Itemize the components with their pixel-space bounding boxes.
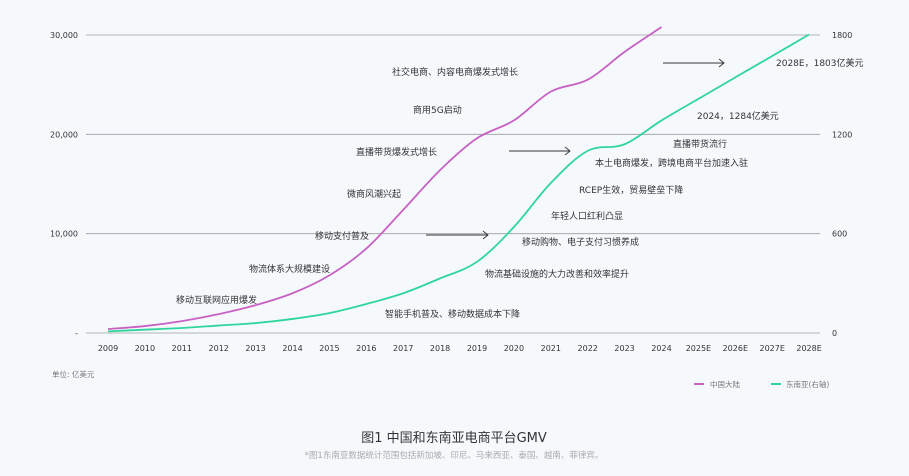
left-tick-label: 30,000	[50, 31, 78, 40]
arrows	[426, 58, 725, 240]
right-tick-label: 1800	[832, 31, 852, 40]
legend: 中国大陆 东南亚(右轴)	[694, 379, 829, 389]
annotation: 本土电商爆发，跨境电商平台加速入驻	[595, 157, 748, 169]
annotation: 物流基础设施的大力改善和效率提升	[485, 268, 629, 280]
x-axis-ticks: 2009 2010 2011 2012 2013 2014 2015 2016 2017 2018…	[98, 344, 822, 353]
annotation: 商用5G启动	[413, 104, 462, 116]
annotation: RCEP生效，贸易壁垒下降	[579, 184, 683, 196]
legend-label-china: 中国大陆	[710, 379, 740, 389]
annotation: 移动互联网应用爆发	[176, 294, 257, 306]
x-tick-label: 2014	[282, 344, 302, 353]
annotation: 物流体系大规模建设	[249, 263, 330, 275]
left-axis-ticks: - 10,000 20,000 30,000	[50, 31, 78, 338]
annotations: 社交电商、内容电商爆发式增长 商用5G启动 直播带货爆发式增长 微商风潮兴起 移…	[176, 57, 864, 320]
x-tick-label: 2018	[430, 344, 450, 353]
series-line-china	[107, 26, 663, 330]
right-tick-label: 0	[832, 329, 837, 338]
x-tick-label: 2027E	[759, 344, 784, 353]
annotation: 移动购物、电子支付习惯养成	[522, 236, 639, 248]
annotation: 2024，1284亿美元	[697, 110, 779, 122]
left-tick-label: 20,000	[50, 130, 78, 139]
arrow-icon	[426, 230, 489, 240]
annotation: 移动支付普及	[315, 230, 369, 242]
arrow-icon	[663, 58, 725, 68]
x-tick-label: 2025E	[686, 344, 711, 353]
x-tick-label: 2021	[541, 344, 561, 353]
legend-label-sea: 东南亚(右轴)	[786, 379, 829, 389]
annotation: 2028E，1803亿美元	[776, 57, 864, 69]
x-tick-label: 2028E	[796, 344, 821, 353]
left-tick-label: -	[75, 329, 78, 338]
left-tick-label: 10,000	[50, 230, 78, 239]
series-line-sea	[107, 33, 810, 333]
x-tick-label: 2020	[504, 344, 524, 353]
x-tick-label: 2010	[135, 344, 155, 353]
annotation: 年轻人口红利凸显	[551, 210, 623, 222]
annotation: 直播带货爆发式增长	[356, 146, 437, 158]
x-tick-label: 2013	[245, 344, 265, 353]
chart-note: *图1东南亚数据统计范围包括新加坡、印尼、马来西亚、泰国、越南、菲律宾。	[305, 450, 604, 461]
annotation: 智能手机普及、移动数据成本下降	[385, 308, 520, 320]
x-tick-label: 2023	[614, 344, 634, 353]
series-lines	[107, 26, 810, 333]
annotation: 社交电商、内容电商爆发式增长	[392, 66, 518, 78]
arrow-icon	[509, 146, 571, 156]
x-tick-label: 2022	[578, 344, 598, 353]
x-tick-label: 2024	[651, 344, 671, 353]
x-tick-label: 2011	[172, 344, 192, 353]
right-tick-label: 1200	[832, 130, 852, 139]
unit-label: 单位: 亿美元	[52, 369, 95, 379]
x-tick-label: 2015	[319, 344, 339, 353]
x-tick-label: 2026E	[723, 344, 748, 353]
x-tick-label: 2019	[467, 344, 487, 353]
gridlines	[86, 34, 820, 334]
right-tick-label: 600	[832, 230, 847, 239]
chart-title: 图1 中国和东南亚电商平台GMV	[361, 430, 547, 446]
x-tick-label: 2016	[356, 344, 376, 353]
right-axis-ticks: 0 600 1200 1800	[832, 31, 852, 338]
annotation: 微商风潮兴起	[347, 188, 401, 200]
x-tick-label: 2012	[209, 344, 229, 353]
annotation: 直播带货流行	[673, 138, 727, 150]
x-tick-label: 2017	[393, 344, 413, 353]
x-tick-label: 2009	[98, 344, 118, 353]
